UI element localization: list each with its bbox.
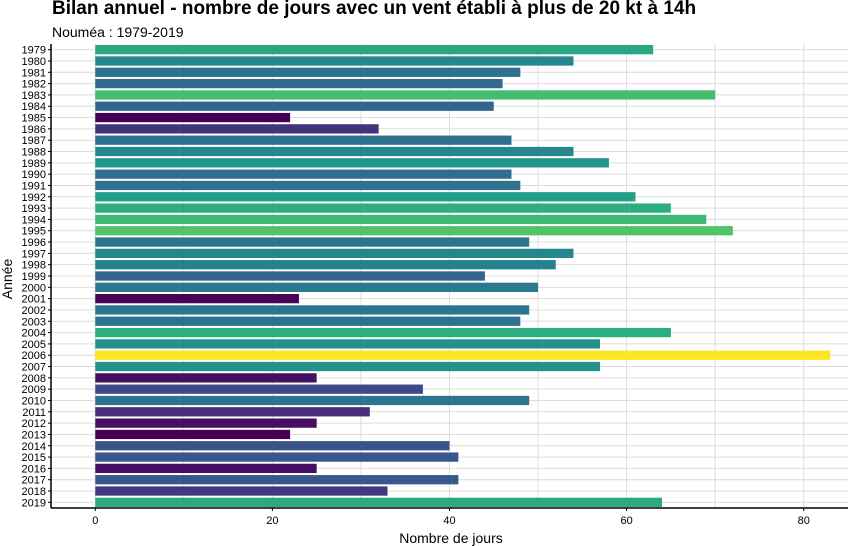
y-tick-label-2003: 2003 [22,316,46,328]
y-tick-label-2008: 2008 [22,373,46,385]
x-axis-title: Nombre de jours [399,530,503,546]
y-tick-label-2005: 2005 [22,339,46,351]
y-tick-label-2000: 2000 [22,282,46,294]
bar-2000 [95,282,539,292]
bar-1983 [95,90,716,100]
y-tick-label-2015: 2015 [22,452,46,464]
bar-1994 [95,214,707,225]
bar-1997 [95,248,574,259]
bar-1979 [95,45,654,55]
x-tick-label-80: 80 [798,515,810,527]
y-tick-label-1988: 1988 [22,147,46,159]
y-tick-label-1980: 1980 [22,56,46,68]
bar-2016 [95,463,317,474]
y-tick-label-1993: 1993 [22,203,46,215]
bar-2013 [95,429,291,440]
bar-1980 [95,56,574,66]
y-tick-label-2011: 2011 [22,407,46,419]
bar-2015 [95,452,459,462]
bar-1989 [95,158,609,168]
bar-1985 [95,112,291,123]
bar-2009 [95,384,423,394]
y-tick-label-1995: 1995 [22,226,46,238]
bar-2018 [95,486,388,496]
y-tick-label-2002: 2002 [22,305,46,317]
y-tick-label-2009: 2009 [22,384,46,396]
y-tick-label-1987: 1987 [22,135,46,147]
y-tick-label-1983: 1983 [22,90,46,102]
bars-layer [95,45,831,507]
x-tick-label-60: 60 [620,515,632,527]
y-tick-label-2013: 2013 [22,429,46,441]
chart-subtitle: Nouméa : 1979-2019 [52,24,184,40]
y-tick-label-2001: 2001 [22,294,46,306]
bar-2008 [95,373,317,383]
x-tick-label-20: 20 [266,515,278,527]
axes-layer: 1979198019811982198319841985198619871988… [22,44,848,527]
y-tick-label-1981: 1981 [22,67,46,79]
bar-1984 [95,101,494,111]
y-tick-label-1994: 1994 [22,214,46,226]
bar-2005 [95,339,601,349]
y-tick-label-1982: 1982 [22,79,46,91]
bar-2003 [95,316,521,326]
y-tick-label-1989: 1989 [22,158,46,170]
y-tick-label-1984: 1984 [22,101,46,113]
bar-1988 [95,146,574,157]
bar-2002 [95,305,530,315]
y-tick-label-2007: 2007 [22,362,46,374]
bar-2014 [95,441,450,451]
bar-1999 [95,271,485,281]
bar-1992 [95,192,636,202]
y-tick-label-2014: 2014 [22,441,46,453]
bar-1995 [95,226,733,236]
y-tick-label-1985: 1985 [22,113,46,125]
bar-2011 [95,407,370,417]
bar-2019 [95,497,663,507]
bar-1993 [95,203,671,213]
bar-2010 [95,395,530,406]
bar-1987 [95,135,512,145]
y-tick-label-1992: 1992 [22,192,46,204]
y-tick-label-1991: 1991 [22,180,46,192]
bar-1981 [95,67,521,77]
y-tick-label-1979: 1979 [22,45,46,57]
bar-2004 [95,327,671,338]
y-tick-label-2017: 2017 [22,475,46,487]
bar-2017 [95,475,459,485]
y-tick-label-1990: 1990 [22,169,46,181]
bar-2006 [95,350,831,360]
bar-1986 [95,124,379,134]
y-tick-label-2006: 2006 [22,350,46,362]
y-tick-label-2016: 2016 [22,463,46,475]
bar-1990 [95,169,512,179]
y-tick-label-1999: 1999 [22,271,46,283]
bar-2001 [95,293,299,304]
bar-1982 [95,78,503,89]
bar-1996 [95,237,530,247]
y-tick-label-1997: 1997 [22,248,46,260]
y-tick-label-1998: 1998 [22,260,46,272]
y-tick-label-2004: 2004 [22,328,46,340]
y-tick-label-2010: 2010 [22,395,46,407]
y-tick-label-1996: 1996 [22,237,46,249]
bar-1998 [95,260,556,270]
y-axis-title: Année [0,259,15,300]
x-tick-label-0: 0 [92,515,98,527]
y-tick-label-1986: 1986 [22,124,46,136]
bar-2007 [95,361,601,372]
bar-2012 [95,418,317,428]
y-tick-label-2018: 2018 [22,486,46,498]
y-tick-label-2012: 2012 [22,418,46,430]
chart-title: Bilan annuel - nombre de jours avec un v… [52,0,697,19]
x-tick-label-40: 40 [443,515,455,527]
bar-1991 [95,180,521,191]
y-tick-label-2019: 2019 [22,497,46,509]
